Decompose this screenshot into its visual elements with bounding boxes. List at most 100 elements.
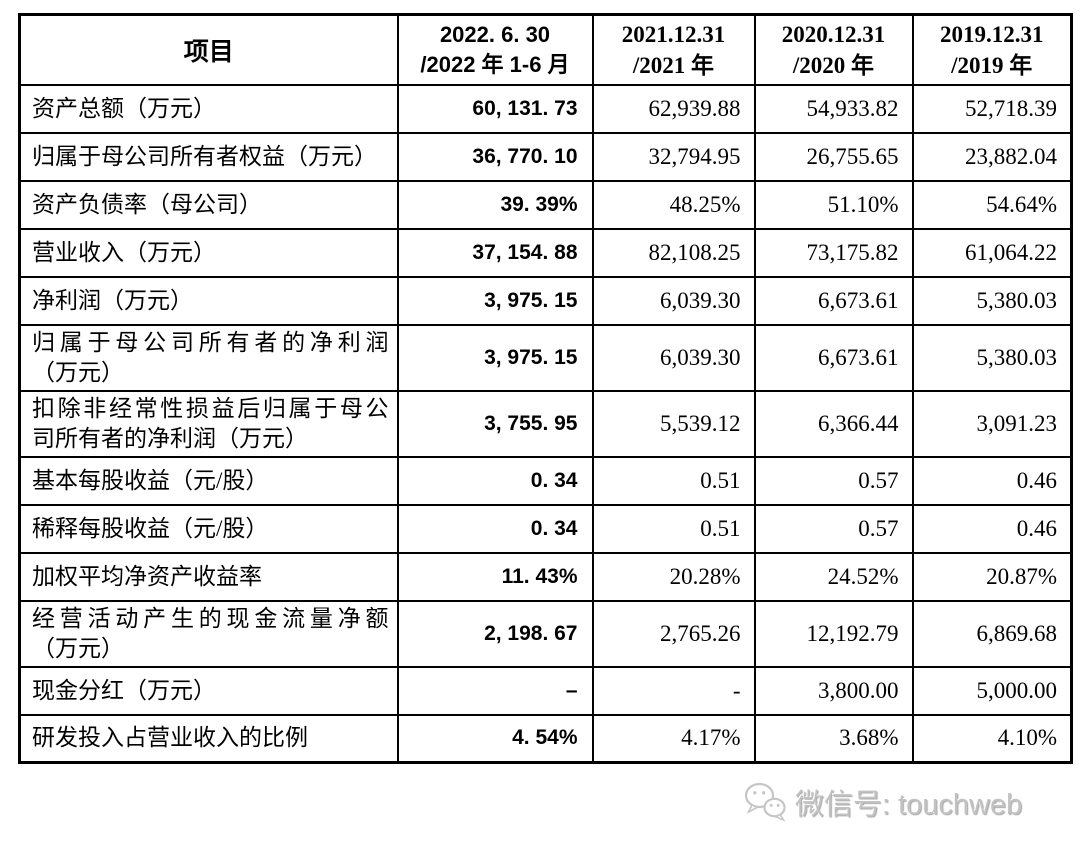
header-period-line1: 2019.12.31 (940, 21, 1044, 47)
header-period-2022: 2022. 6. 30 /2022 年 1-6 月 (396, 13, 594, 86)
cell-value: 39. 39% (396, 179, 594, 230)
cell-value: 36, 770. 10 (396, 131, 594, 182)
row-label: 营业收入（万元） (18, 227, 399, 278)
row-label-line2: （万元） (32, 635, 124, 661)
cell-value: 6,039.30 (591, 275, 756, 326)
table-row: 稀释每股收益（元/股） 0. 34 0.51 0.57 0.46 (18, 503, 1073, 554)
header-period-line1: 2020.12.31 (781, 21, 886, 47)
cell-value: 73,175.82 (753, 227, 914, 278)
cell-value: 0. 34 (396, 455, 594, 506)
cell-value: 20.28% (591, 551, 756, 602)
row-label-line2: （万元） (32, 359, 124, 385)
cell-value: 61,064.22 (911, 227, 1073, 278)
cell-value: 54.64% (911, 179, 1073, 230)
header-period-line1: 2021.12.31 (621, 21, 726, 47)
cell-value: 54,933.82 (753, 83, 914, 134)
table-row: 扣除非经常性损益后归属于母公 司所有者的净利润（万元） 3, 755. 95 5… (18, 389, 1073, 458)
cell-value: 82,108.25 (591, 227, 756, 278)
table-row: 现金分红（万元） – - 3,800.00 5,000.00 (18, 665, 1073, 716)
table-row: 基本每股收益（元/股） 0. 34 0.51 0.57 0.46 (18, 455, 1073, 506)
row-label: 稀释每股收益（元/股） (18, 503, 399, 554)
table-row: 资产总额（万元） 60, 131. 73 62,939.88 54,933.82… (18, 83, 1073, 134)
cell-value: 37, 154. 88 (396, 227, 594, 278)
row-label: 归属于母公司所有者的净利润 （万元） (18, 323, 399, 392)
cell-value: 0.57 (753, 503, 914, 554)
header-period-2021: 2021.12.31 /2021 年 (591, 13, 756, 86)
table-row: 研发投入占营业收入的比例 4. 54% 4.17% 3.68% 4.10% (18, 713, 1073, 764)
watermark-text: 微信号: touchweb (795, 789, 1023, 821)
cell-value: 5,539.12 (591, 389, 756, 458)
table-row: 经营活动产生的现金流量净额 （万元） 2, 198. 67 2,765.26 1… (18, 599, 1073, 668)
cell-value: 3, 755. 95 (396, 389, 594, 458)
cell-value: 26,755.65 (753, 131, 914, 182)
cell-value: 0. 34 (396, 503, 594, 554)
cell-value: 6,366.44 (753, 389, 914, 458)
row-label: 基本每股收益（元/股） (18, 455, 399, 506)
table-row: 加权平均净资产收益率 11. 43% 20.28% 24.52% 20.87% (18, 551, 1073, 602)
row-label-line1: 经营活动产生的现金流量净额 (32, 605, 389, 631)
table-row: 归属于母公司所有者权益（万元） 36, 770. 10 32,794.95 26… (18, 131, 1073, 182)
row-label: 资产总额（万元） (18, 83, 399, 134)
row-label: 现金分红（万元） (18, 665, 399, 716)
wechat-icon (742, 781, 788, 823)
table-row: 营业收入（万元） 37, 154. 88 82,108.25 73,175.82… (18, 227, 1073, 278)
cell-value: 2,765.26 (591, 599, 756, 668)
table-header-row: 项目 2022. 6. 30 /2022 年 1-6 月 2021.12.31 … (18, 13, 1073, 86)
cell-value: 60, 131. 73 (396, 83, 594, 134)
cell-value: 24.52% (753, 551, 914, 602)
cell-value: 3, 975. 15 (396, 275, 594, 326)
cell-value: 5,000.00 (911, 665, 1073, 716)
cell-value: 3, 975. 15 (396, 323, 594, 392)
cell-value: 4. 54% (396, 713, 594, 764)
cell-value: 0.46 (911, 503, 1073, 554)
row-label: 净利润（万元） (18, 275, 399, 326)
cell-value: 0.46 (911, 455, 1073, 506)
row-label-line1: 归属于母公司所有者的净利润 (32, 329, 389, 355)
cell-value: 6,869.68 (911, 599, 1073, 668)
header-period-line2: /2019 年 (951, 52, 1033, 78)
cell-value: 32,794.95 (591, 131, 756, 182)
cell-value: 6,039.30 (591, 323, 756, 392)
cell-value: 3,800.00 (753, 665, 914, 716)
row-label: 资产负债率（母公司） (18, 179, 399, 230)
table-row: 净利润（万元） 3, 975. 15 6,039.30 6,673.61 5,3… (18, 275, 1073, 326)
cell-value: 4.10% (911, 713, 1073, 764)
cell-value: 62,939.88 (591, 83, 756, 134)
watermark: 微信号: touchweb (742, 781, 1022, 823)
cell-value: – (396, 665, 594, 716)
row-label-line2: 司所有者的净利润（万元） (32, 425, 308, 451)
cell-value: 20.87% (911, 551, 1073, 602)
header-period-2020: 2020.12.31 /2020 年 (753, 13, 914, 86)
header-period-line1: 2022. 6. 30 (439, 22, 551, 48)
table-row: 归属于母公司所有者的净利润 （万元） 3, 975. 15 6,039.30 6… (18, 323, 1073, 392)
header-period-line2: /2022 年 1-6 月 (420, 51, 570, 77)
header-item: 项目 (18, 13, 399, 86)
cell-value: 5,380.03 (911, 323, 1073, 392)
cell-value: 0.57 (753, 455, 914, 506)
table-row: 资产负债率（母公司） 39. 39% 48.25% 51.10% 54.64% (18, 179, 1073, 230)
row-label-line1: 扣除非经常性损益后归属于母公 (32, 395, 389, 421)
financial-summary-table: 项目 2022. 6. 30 /2022 年 1-6 月 2021.12.31 … (18, 13, 1073, 764)
cell-value: 12,192.79 (753, 599, 914, 668)
cell-value: 6,673.61 (753, 275, 914, 326)
row-label: 扣除非经常性损益后归属于母公 司所有者的净利润（万元） (18, 389, 399, 458)
cell-value: 6,673.61 (753, 323, 914, 392)
cell-value: 4.17% (591, 713, 756, 764)
row-label: 研发投入占营业收入的比例 (18, 713, 399, 764)
cell-value: 3,091.23 (911, 389, 1073, 458)
header-period-line2: /2021 年 (632, 52, 715, 78)
cell-value: 3.68% (753, 713, 914, 764)
cell-value: 2, 198. 67 (396, 599, 594, 668)
cell-value: 0.51 (591, 455, 756, 506)
cell-value: - (591, 665, 756, 716)
header-period-line2: /2020 年 (792, 52, 875, 78)
cell-value: 52,718.39 (911, 83, 1073, 134)
cell-value: 48.25% (591, 179, 756, 230)
cell-value: 51.10% (753, 179, 914, 230)
cell-value: 5,380.03 (911, 275, 1073, 326)
cell-value: 0.51 (591, 503, 756, 554)
row-label: 经营活动产生的现金流量净额 （万元） (18, 599, 399, 668)
header-period-2019: 2019.12.31 /2019 年 (911, 13, 1073, 86)
cell-value: 11. 43% (396, 551, 594, 602)
row-label: 归属于母公司所有者权益（万元） (18, 131, 399, 182)
